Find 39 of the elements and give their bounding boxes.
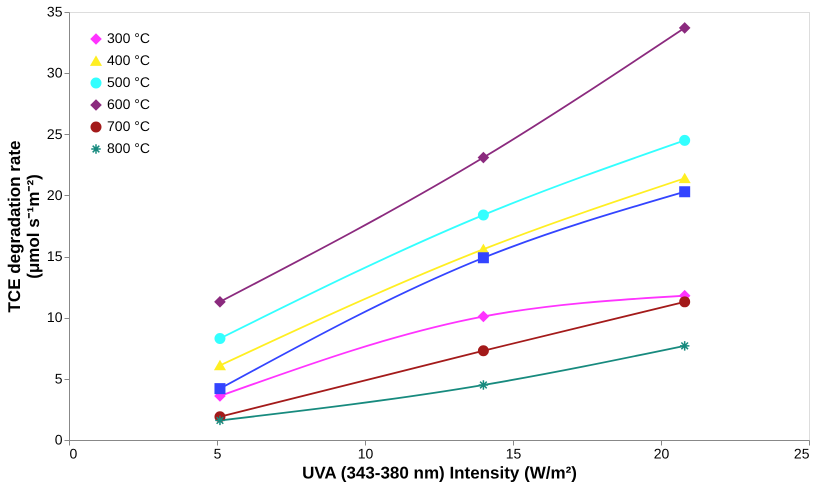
y-tick-label: 25 <box>46 126 63 142</box>
point <box>214 414 226 426</box>
x-tick-label: 10 <box>358 446 374 462</box>
point <box>478 311 489 322</box>
point <box>214 383 226 394</box>
point <box>478 379 489 390</box>
x-axis-title: UVA (343-380 nm) Intensity (W/m²) <box>302 464 577 482</box>
x-tick-label: 0 <box>70 446 78 462</box>
point <box>679 173 690 184</box>
point <box>214 296 226 308</box>
point <box>478 252 489 264</box>
y-axis-title: TCE degradation rate (μmol s⁻¹m⁻²) <box>4 140 43 312</box>
y-tick-label: 5 <box>54 370 63 386</box>
point <box>679 134 690 146</box>
y-tick-label: 35 <box>46 4 63 20</box>
y-tick-label: 10 <box>46 309 63 326</box>
x-tick-label: 15 <box>506 446 522 462</box>
x-tick-label: 5 <box>214 446 222 462</box>
point <box>478 210 489 220</box>
legend-label: 600 °C <box>107 96 150 112</box>
point <box>478 345 489 356</box>
x-tick-label: 20 <box>654 446 670 462</box>
x-tick-label: 25 <box>794 446 810 462</box>
y-tick-label: 20 <box>46 186 63 203</box>
y-tick-label: 0 <box>54 432 63 448</box>
legend-label: 800 °C <box>107 140 150 156</box>
point <box>679 296 690 308</box>
legend-label: 300 °C <box>107 30 150 46</box>
y-tick-label: 30 <box>46 64 63 81</box>
y-tick-label: 15 <box>46 248 63 264</box>
point <box>679 186 690 198</box>
legend-label: 400 °C <box>107 52 150 68</box>
legend-label: 500 °C <box>107 74 150 90</box>
point <box>478 152 489 164</box>
point <box>214 360 226 370</box>
point <box>679 22 690 34</box>
point <box>679 340 690 352</box>
point <box>214 333 226 344</box>
legend-label: 700 °C <box>107 118 150 134</box>
